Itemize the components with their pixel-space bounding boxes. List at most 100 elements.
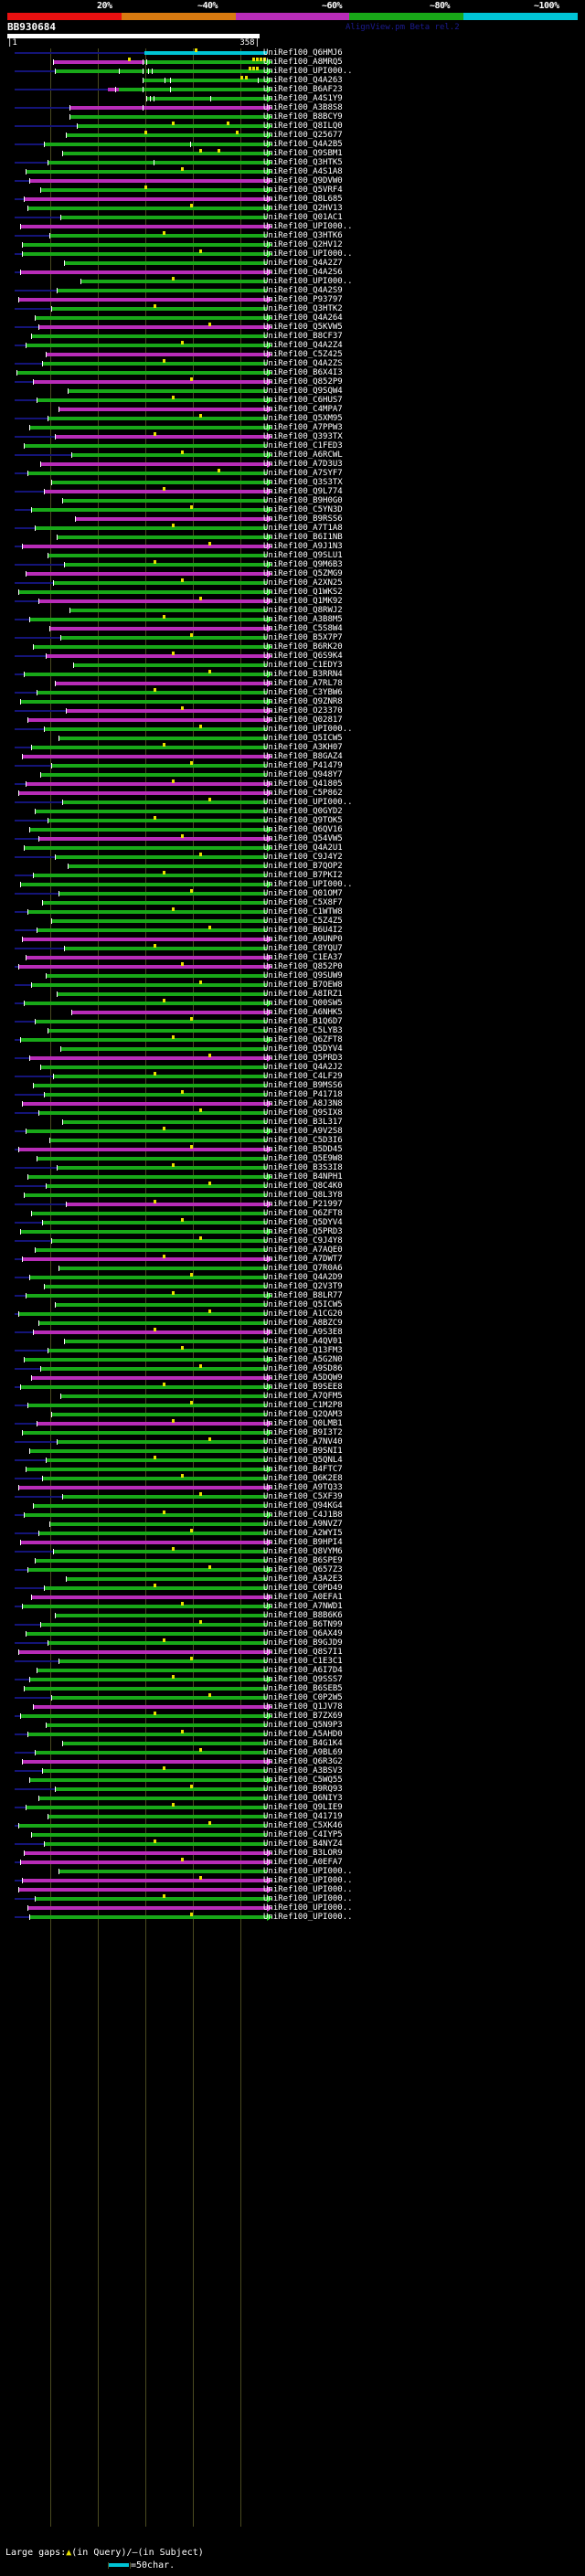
alignment-row[interactable]: UniRef100_A9V2S8 bbox=[0, 1127, 585, 1136]
alignment-row[interactable]: UniRef100_A6NHK5 bbox=[0, 1008, 585, 1017]
hit-id-label[interactable]: UniRef100_Q5ICW5 bbox=[263, 1300, 343, 1309]
alignment-segment[interactable] bbox=[73, 663, 267, 667]
alignment-segment[interactable] bbox=[24, 1687, 267, 1691]
alignment-row[interactable]: UniRef100_Q8VYM6 bbox=[0, 1547, 585, 1556]
hit-id-label[interactable]: UniRef100_A8J3N8 bbox=[263, 1099, 343, 1108]
alignment-row[interactable]: UniRef100_C5Z4Z5 bbox=[0, 917, 585, 926]
alignment-segment[interactable] bbox=[38, 837, 267, 841]
alignment-segment[interactable] bbox=[18, 1148, 267, 1151]
alignment-row[interactable]: UniRef100_Q393TX bbox=[0, 432, 585, 441]
alignment-segment[interactable] bbox=[24, 846, 267, 850]
hit-id-label[interactable]: UniRef100_Q9DVW0 bbox=[263, 176, 343, 186]
alignment-row[interactable]: UniRef100_B6X4I3 bbox=[0, 368, 585, 377]
alignment-segment[interactable] bbox=[31, 334, 267, 338]
alignment-segment[interactable] bbox=[31, 983, 267, 987]
alignment-segment[interactable] bbox=[64, 947, 267, 950]
hit-id-label[interactable]: UniRef100_Q8ILQ0 bbox=[263, 122, 343, 131]
alignment-segment[interactable] bbox=[20, 225, 267, 228]
alignment-row[interactable]: UniRef100_Q54VW5 bbox=[0, 834, 585, 843]
alignment-row[interactable]: UniRef100_Q852P0 bbox=[0, 962, 585, 971]
alignment-segment[interactable] bbox=[40, 1367, 267, 1371]
alignment-row[interactable]: UniRef100_UPI000.. bbox=[0, 67, 585, 76]
alignment-segment[interactable] bbox=[37, 1422, 267, 1426]
hit-id-label[interactable]: UniRef100_P41479 bbox=[263, 761, 343, 770]
alignment-row[interactable]: UniRef100_A3KH07 bbox=[0, 743, 585, 752]
alignment-segment[interactable] bbox=[51, 481, 267, 484]
alignment-row[interactable]: UniRef100_B7OEW8 bbox=[0, 981, 585, 990]
alignment-segment[interactable] bbox=[22, 243, 267, 247]
alignment-row[interactable]: UniRef100_C5X8F7 bbox=[0, 898, 585, 907]
hit-id-label[interactable]: UniRef100_A8BZC9 bbox=[263, 1319, 343, 1328]
hit-id-label[interactable]: UniRef100_A7D3U3 bbox=[263, 460, 343, 469]
hit-id-label[interactable]: UniRef100_Q6R3G2 bbox=[263, 1757, 343, 1766]
hit-id-label[interactable]: UniRef100_B8B6K6 bbox=[263, 1611, 343, 1620]
alignment-row[interactable]: UniRef100_B9I3T2 bbox=[0, 1428, 585, 1437]
alignment-row[interactable]: UniRef100_B8CF37 bbox=[0, 332, 585, 341]
alignment-row[interactable]: UniRef100_A0EFA7 bbox=[0, 1858, 585, 1867]
alignment-segment[interactable] bbox=[38, 1111, 267, 1115]
alignment-segment[interactable] bbox=[31, 1833, 267, 1837]
hit-id-label[interactable]: UniRef100_B9HPI4 bbox=[263, 1538, 343, 1547]
alignment-segment[interactable] bbox=[46, 974, 267, 978]
alignment-row[interactable]: UniRef100_C5WQ55 bbox=[0, 1776, 585, 1785]
alignment-segment[interactable] bbox=[42, 1477, 267, 1480]
hit-id-label[interactable]: UniRef100_Q8L3Y8 bbox=[263, 1191, 343, 1200]
alignment-segment[interactable] bbox=[64, 563, 267, 567]
alignment-segment[interactable] bbox=[27, 1568, 267, 1572]
hit-id-label[interactable]: UniRef100_B7OEW8 bbox=[263, 981, 343, 990]
alignment-segment[interactable] bbox=[33, 1504, 267, 1508]
alignment-row[interactable]: UniRef100_A7D3U3 bbox=[0, 460, 585, 469]
alignment-segment[interactable] bbox=[75, 517, 267, 521]
alignment-segment[interactable] bbox=[29, 426, 267, 429]
alignment-segment[interactable] bbox=[22, 1431, 267, 1435]
alignment-row[interactable]: UniRef100_Q5ICW5 bbox=[0, 734, 585, 743]
hit-id-label[interactable]: UniRef100_C1EDY3 bbox=[263, 661, 343, 670]
alignment-segment[interactable] bbox=[66, 133, 267, 137]
hit-id-label[interactable]: UniRef100_Q94KG4 bbox=[263, 1501, 343, 1511]
alignment-segment[interactable] bbox=[26, 170, 267, 174]
alignment-row[interactable]: UniRef100_UPI000.. bbox=[0, 1903, 585, 1913]
alignment-segment[interactable] bbox=[51, 1696, 267, 1700]
hit-id-label[interactable]: UniRef100_Q9SSS7 bbox=[263, 1675, 343, 1684]
hit-id-label[interactable]: UniRef100_A9SD86 bbox=[263, 1364, 343, 1373]
alignment-segment[interactable] bbox=[49, 1522, 267, 1526]
hit-id-label[interactable]: UniRef100_Q6K2E8 bbox=[263, 1474, 343, 1483]
alignment-row[interactable]: UniRef100_C5LYB3 bbox=[0, 1026, 585, 1035]
alignment-row[interactable]: UniRef100_Q4A264 bbox=[0, 313, 585, 323]
hit-id-label[interactable]: UniRef100_Q5ICW5 bbox=[263, 734, 343, 743]
hit-id-label[interactable]: UniRef100_C4LF29 bbox=[263, 1072, 343, 1081]
hit-id-label[interactable]: UniRef100_Q4A2S6 bbox=[263, 268, 343, 277]
alignment-segment[interactable] bbox=[108, 88, 119, 91]
alignment-segment[interactable] bbox=[38, 1532, 267, 1535]
hit-id-label[interactable]: UniRef100_Q9TOK5 bbox=[263, 816, 343, 825]
alignment-row[interactable]: UniRef100_Q1MK92 bbox=[0, 597, 585, 606]
hit-id-label[interactable]: UniRef100_A4S1Y9 bbox=[263, 94, 343, 103]
alignment-row[interactable]: UniRef100_Q9M6B3 bbox=[0, 560, 585, 569]
alignment-row[interactable]: UniRef100_C8YQU7 bbox=[0, 944, 585, 953]
hit-id-label[interactable]: UniRef100_Q01AC1 bbox=[263, 213, 343, 222]
hit-id-label[interactable]: UniRef100_Q4A264 bbox=[263, 313, 343, 323]
alignment-row[interactable]: UniRef100_A9NVZ7 bbox=[0, 1520, 585, 1529]
alignment-segment[interactable] bbox=[58, 892, 267, 896]
hit-id-label[interactable]: UniRef100_UPI000.. bbox=[263, 1885, 353, 1894]
hit-id-label[interactable]: UniRef100_Q9L774 bbox=[263, 487, 343, 496]
alignment-segment[interactable] bbox=[37, 1669, 267, 1672]
alignment-segment[interactable] bbox=[144, 60, 267, 64]
alignment-row[interactable]: UniRef100_B4NYZ4 bbox=[0, 1839, 585, 1849]
alignment-row[interactable]: UniRef100_Q9SUW9 bbox=[0, 971, 585, 981]
hit-id-label[interactable]: UniRef100_B7PKI2 bbox=[263, 871, 343, 880]
alignment-segment[interactable] bbox=[18, 1486, 267, 1489]
alignment-segment[interactable] bbox=[24, 197, 267, 201]
alignment-row[interactable]: UniRef100_Q0LMB1 bbox=[0, 1419, 585, 1428]
alignment-row[interactable]: UniRef100_Q6ZFT8 bbox=[0, 1035, 585, 1044]
alignment-segment[interactable] bbox=[40, 1623, 267, 1627]
alignment-row[interactable]: UniRef100_UPI000.. bbox=[0, 725, 585, 734]
alignment-row[interactable]: UniRef100_Q4A2U1 bbox=[0, 843, 585, 853]
alignment-segment[interactable] bbox=[22, 1605, 267, 1608]
hit-id-label[interactable]: UniRef100_B5DD45 bbox=[263, 1145, 343, 1154]
alignment-row[interactable]: UniRef100_B9HPI4 bbox=[0, 1538, 585, 1547]
hit-id-label[interactable]: UniRef100_Q5PRD3 bbox=[263, 1227, 343, 1236]
alignment-row[interactable]: UniRef100_C5YN3D bbox=[0, 505, 585, 514]
alignment-segment[interactable] bbox=[31, 746, 267, 749]
alignment-row[interactable]: UniRef100_Q6ZFT8 bbox=[0, 1209, 585, 1218]
